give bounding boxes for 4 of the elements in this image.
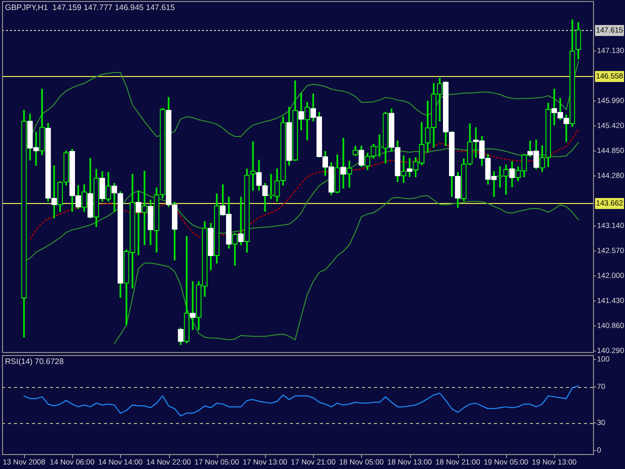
chart-title: RSI(14) 70.6728	[5, 357, 64, 366]
candlestick	[142, 170, 148, 246]
chart-title: GBPJPY,H1 147.159 147.777 146.945 147.615	[5, 3, 176, 12]
candlestick	[250, 141, 256, 191]
